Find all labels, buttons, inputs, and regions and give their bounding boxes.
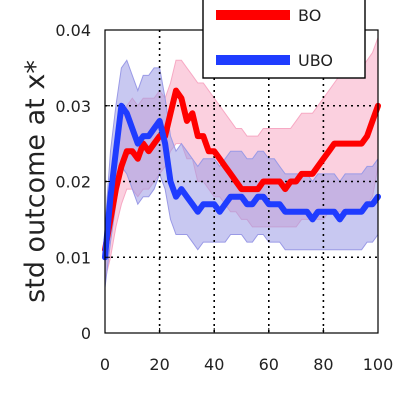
y-tick-label: 0.01: [55, 248, 91, 267]
legend-label-bo: BO: [298, 6, 321, 25]
x-tick-label: 0: [100, 355, 110, 374]
ubo-line: [102, 102, 381, 261]
y-tick-label: 0.02: [55, 173, 91, 192]
bo-line: [102, 87, 381, 253]
x-tick-label: 20: [149, 355, 169, 374]
x-tick-label: 40: [204, 355, 224, 374]
x-tick-label: 100: [363, 355, 394, 374]
x-tick-label: 60: [259, 355, 279, 374]
legend: BO UBO: [202, 0, 366, 79]
y-tick-label: 0.03: [55, 97, 91, 116]
y-axis-label: std outcome at x*: [20, 60, 51, 303]
y-tick-label: 0.04: [55, 21, 91, 40]
y-tick-label: 0: [81, 324, 91, 343]
x-tick-label: 80: [313, 355, 333, 374]
series-lines: [102, 87, 381, 261]
legend-label-ubo: UBO: [298, 51, 333, 70]
axis-ticks: 0 20 40 60 80 100 0 0.01 0.02 0.03 0.04: [55, 21, 393, 374]
